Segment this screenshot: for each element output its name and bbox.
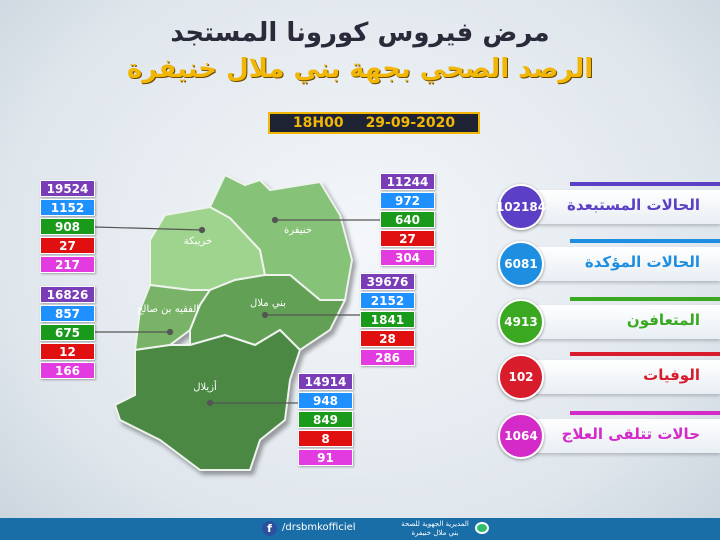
stat-excluded: 14914 [298, 373, 353, 390]
stat-confirmed: 948 [298, 392, 353, 409]
stat-confirmed: 1152 [40, 199, 95, 216]
date: 29-09-2020 [365, 115, 456, 131]
stat-active: 91 [298, 449, 353, 466]
summary-card: 6081 الحالات المؤكدة [498, 233, 720, 287]
subtitle: الرصد الصحي بجهة بني ملال خنيفرة [126, 54, 594, 84]
stat-confirmed: 972 [380, 192, 435, 209]
card-strip [570, 352, 720, 356]
card-bg [510, 360, 720, 394]
label-khenifra: خنيفرة [284, 225, 312, 236]
summary-label: حالات تتلقى العلاج [561, 425, 700, 443]
ministry-logo [475, 522, 489, 534]
stat-deaths: 27 [380, 230, 435, 247]
summary-label: المتعافون [626, 311, 700, 329]
card-bg [510, 190, 720, 224]
stat-recovered: 908 [40, 218, 95, 235]
card-strip [570, 182, 720, 186]
stat-excluded: 11244 [380, 173, 435, 190]
title: مرض فيروس كورونا المستجد [170, 18, 550, 48]
summary-value: 1064 [498, 413, 544, 459]
region-khenifra [208, 173, 354, 301]
stat-excluded: 16826 [40, 286, 95, 303]
summary-label: الحالات المؤكدة [584, 253, 700, 271]
stat-active: 166 [40, 362, 95, 379]
stat-deaths: 12 [40, 343, 95, 360]
card-strip [570, 239, 720, 243]
label-azilal: أزيلال [193, 380, 217, 393]
time: 18H00 [292, 115, 344, 131]
stat-excluded: 19524 [40, 180, 95, 197]
facebook-icon: f [262, 521, 277, 536]
card-bg [510, 305, 720, 339]
label-beni-mellal: بني ملال [250, 298, 286, 309]
stat-excluded: 39676 [360, 273, 415, 290]
summary-value: 102184 [496, 184, 546, 230]
stat-confirmed: 857 [40, 305, 95, 322]
stats-fquih-ben-salah: 16826 857 675 12 166 [40, 286, 95, 381]
stat-deaths: 8 [298, 430, 353, 447]
stats-beni-mellal: 39676 2152 1841 28 286 [360, 273, 415, 368]
summary-card: 102184 الحالات المستبعدة [496, 176, 720, 230]
card-bg [510, 419, 720, 453]
region-azilal [113, 328, 302, 471]
stat-recovered: 640 [380, 211, 435, 228]
summary-value: 6081 [498, 241, 544, 287]
stat-deaths: 28 [360, 330, 415, 347]
stat-recovered: 1841 [360, 311, 415, 328]
footer: f /drsbmkofficiel المديرية الجهوية للصحة… [0, 518, 720, 540]
summary-value: 102 [498, 354, 544, 400]
date-bar: 18H00 29-09-2020 [268, 112, 480, 134]
facebook-link[interactable]: /drsbmkofficiel [282, 522, 356, 533]
card-bg [510, 247, 720, 281]
summary-card: 102 الوفيات [498, 346, 720, 400]
summary-label: الحالات المستبعدة [566, 196, 700, 214]
summary-card: 1064 حالات تتلقى العلاج [498, 405, 720, 459]
summary-value: 4913 [498, 299, 544, 345]
stat-active: 304 [380, 249, 435, 266]
stat-recovered: 675 [40, 324, 95, 341]
stat-recovered: 849 [298, 411, 353, 428]
stat-confirmed: 2152 [360, 292, 415, 309]
summary-label: الوفيات [643, 366, 700, 384]
stats-azilal: 14914 948 849 8 91 [298, 373, 353, 468]
stat-active: 286 [360, 349, 415, 366]
stat-active: 217 [40, 256, 95, 273]
stat-deaths: 27 [40, 237, 95, 254]
card-strip [570, 411, 720, 415]
stats-khenifra: 11244 972 640 27 304 [380, 173, 435, 268]
org-name: المديرية الجهوية للصحة بني ملال خنيفرة [401, 520, 469, 537]
summary-card: 4913 المتعافون [498, 291, 720, 345]
card-strip [570, 297, 720, 301]
label-khouribga: خريبكة [184, 236, 212, 247]
stats-khouribga: 19524 1152 908 27 217 [40, 180, 95, 275]
label-fquih-ben-salah: الفقيه بن صالح [137, 304, 199, 315]
